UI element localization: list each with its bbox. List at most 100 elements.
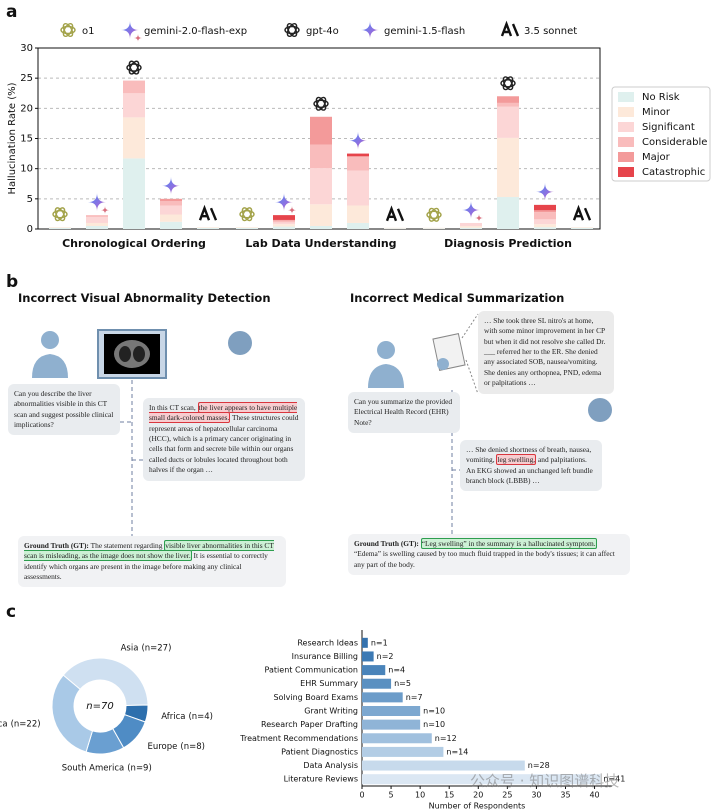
y-tick-label: Patient Diagnostics: [281, 747, 358, 756]
model-icon: [572, 204, 592, 221]
bar-segment: [347, 205, 369, 223]
legend-swatch: [618, 122, 634, 132]
model-icon: [462, 200, 483, 222]
model-icon: [385, 205, 405, 222]
logo-part: [54, 207, 66, 222]
bar-segment: [497, 102, 519, 107]
bar-segment: [197, 227, 219, 229]
x-axis-label: Number of Respondents: [429, 802, 526, 811]
bar-segment: [160, 221, 182, 229]
legend-label: Catastrophic: [642, 167, 705, 178]
bar: [362, 706, 421, 716]
y-tick-label: 30: [20, 43, 33, 54]
bar-segment: [347, 157, 369, 171]
bar-segment: [123, 80, 145, 94]
model-icon: [361, 21, 379, 39]
text-segment: These structures could represent areas o…: [149, 413, 299, 475]
model-icon: [284, 22, 300, 38]
logo-part: [162, 176, 180, 195]
bar-segment: [160, 201, 182, 206]
logo-part: [121, 21, 139, 39]
panel-label: a: [6, 2, 17, 22]
bar-segment: [49, 227, 71, 228]
legend-swatch: [618, 167, 634, 177]
bar-segment: [123, 158, 145, 229]
x-tick-label: Lab Data Understanding: [245, 237, 396, 250]
y-tick-label: Patient Communication: [265, 666, 358, 675]
y-tick-label: Treatment Recommendations: [239, 734, 358, 743]
bar-segment: [384, 228, 406, 229]
value-label: n=10: [423, 720, 445, 729]
logo-part: [385, 205, 405, 222]
bar-segment: [310, 144, 332, 169]
bar-segment: [534, 227, 556, 229]
slice-name: Asia: [121, 643, 139, 653]
value-label: n=5: [394, 679, 411, 688]
bar-segment: [310, 225, 332, 229]
y-tick-label: Research Paper Drafting: [261, 720, 358, 729]
legend-label: Considerable: [642, 137, 707, 148]
answer-box: … She denied shortness of breath, nausea…: [460, 440, 602, 492]
bar-segment: [86, 215, 108, 217]
bar-segment: [273, 222, 295, 225]
document-icon: [432, 313, 479, 395]
bar-segment: [273, 220, 295, 223]
x-tick-label: 35: [560, 791, 570, 800]
ground-truth-box: Ground Truth (GT): “Leg swelling” in the…: [348, 534, 630, 576]
text-segment: leg swelling,: [496, 454, 537, 466]
logo-part: [134, 34, 142, 42]
bar-segment: [423, 227, 445, 229]
logo-part: [502, 76, 514, 91]
legend-label: gpt-4o: [306, 26, 339, 37]
model-icon: [239, 207, 255, 222]
model-icon: [313, 96, 329, 111]
y-tick-label: Solving Board Exams: [273, 693, 358, 702]
model-icon: [198, 204, 218, 221]
note-box: … She took three SL nitro's at home, wit…: [478, 311, 614, 394]
y-axis-label: Hallucination Rate (%): [7, 82, 18, 194]
bar-segment: [347, 155, 369, 158]
logo-part: [88, 193, 106, 212]
model-icon: [126, 60, 142, 75]
x-tick-label: Chronological Ordering: [62, 237, 206, 250]
value-label: n=28: [528, 761, 550, 770]
bar-segment: [236, 227, 258, 228]
value-label: n=1: [371, 638, 388, 647]
bar: [362, 651, 374, 662]
slice-name: North America: [0, 719, 8, 729]
slice-count: (n=4): [188, 711, 213, 721]
question-box: Can you summarize the provided Electrica…: [348, 392, 460, 434]
logo-part: [54, 207, 66, 222]
logo-part: [315, 96, 327, 111]
y-tick-label: Insurance Billing: [292, 652, 358, 661]
logo-part: [361, 21, 379, 39]
legend-swatch: [618, 152, 634, 162]
logo-part: [239, 209, 255, 219]
text-segment: and palpitations. An EKG showed an uncha…: [466, 455, 593, 486]
bar-segment: [460, 222, 482, 226]
logo-part: [572, 204, 592, 221]
x-tick-label: 15: [444, 791, 454, 800]
slice-label: Africa (n=4): [161, 711, 213, 721]
y-tick-label: 10: [20, 164, 33, 175]
model-icon: [60, 22, 76, 38]
slice-name: South America: [62, 763, 124, 773]
model-icon: [121, 21, 142, 42]
bar-segment: [123, 117, 145, 159]
bar-segment: [310, 204, 332, 226]
text-segment: It is essential to correctly identify wh…: [24, 551, 268, 582]
bar: [362, 774, 601, 785]
logo-part: [241, 207, 253, 222]
logo-part: [241, 207, 253, 222]
logo-part: [62, 22, 74, 38]
legend-label: No Risk: [642, 92, 680, 103]
ai-brain-icon: [228, 331, 612, 422]
bar: [362, 719, 421, 730]
bar-segment: [160, 198, 182, 202]
y-tick-label: 20: [20, 103, 33, 114]
bar: [362, 665, 386, 676]
bar-segment: [160, 205, 182, 215]
model-icon: [88, 193, 109, 215]
